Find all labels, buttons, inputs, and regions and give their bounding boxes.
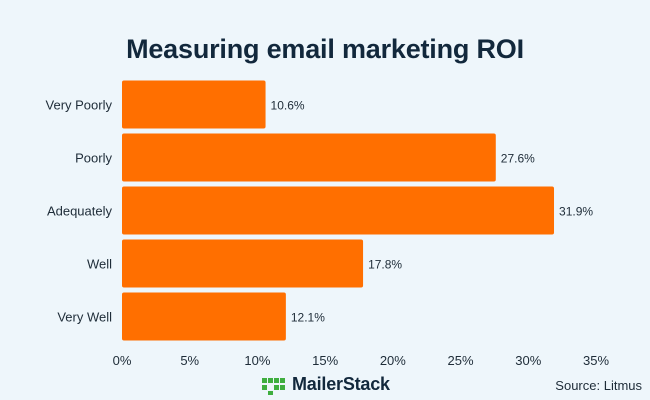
x-tick-label: 5% xyxy=(180,353,199,368)
data-label: 10.6% xyxy=(271,99,305,113)
mailerstack-logo-icon xyxy=(262,377,285,395)
x-tick-label: 20% xyxy=(380,353,406,368)
category-label: Well xyxy=(87,257,112,272)
data-label: 12.1% xyxy=(291,311,325,325)
brand-logo: MailerStack xyxy=(262,374,390,395)
x-tick-label: 30% xyxy=(515,353,541,368)
category-label: Adequately xyxy=(47,204,113,219)
bar-very-well xyxy=(122,292,286,341)
x-tick-label: 0% xyxy=(113,353,132,368)
data-label: 27.6% xyxy=(501,152,535,166)
chart-title: Measuring email marketing ROI xyxy=(126,34,524,64)
bar-very-poorly xyxy=(122,80,266,129)
category-label: Very Well xyxy=(57,310,112,325)
bar-adequately xyxy=(122,186,555,235)
data-label: 17.8% xyxy=(368,258,402,272)
brand-name: MailerStack xyxy=(292,374,390,394)
x-tick-label: 15% xyxy=(312,353,338,368)
bar-well xyxy=(122,239,364,288)
data-label: 31.9% xyxy=(559,205,593,219)
source-note: Source: Litmus xyxy=(555,378,642,393)
x-tick-label: 10% xyxy=(244,353,270,368)
category-label: Poorly xyxy=(75,151,112,166)
x-tick-label: 25% xyxy=(448,353,474,368)
x-tick-label: 35% xyxy=(583,353,609,368)
bar-poorly xyxy=(122,133,496,182)
category-label: Very Poorly xyxy=(46,98,113,113)
